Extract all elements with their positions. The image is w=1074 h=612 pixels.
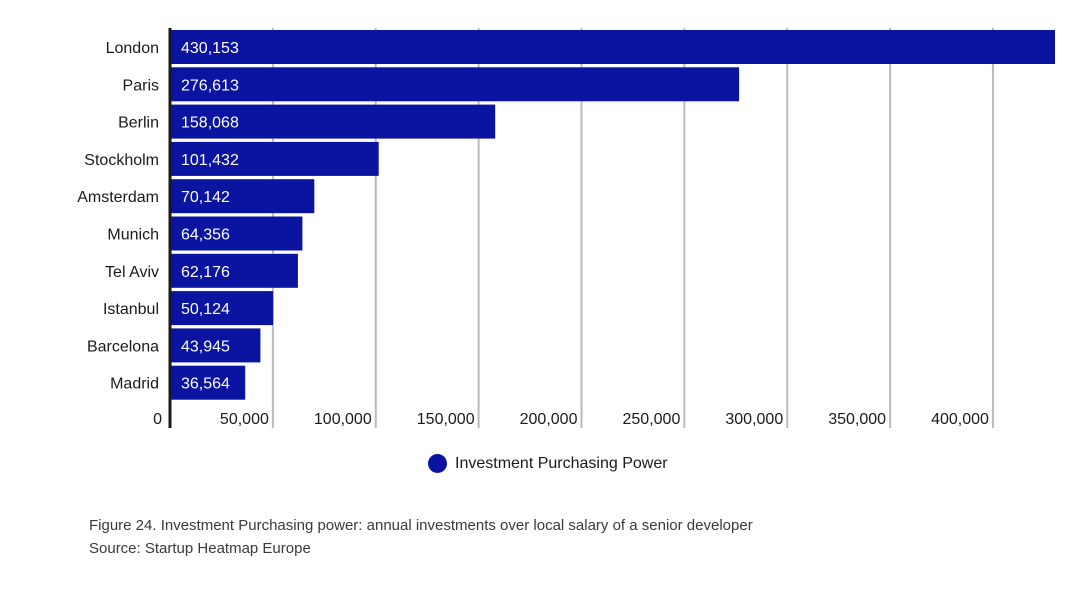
bar (170, 104, 496, 139)
bar (170, 365, 246, 400)
bar (170, 179, 315, 214)
x-tick-label: 200,000 (520, 411, 578, 428)
bar-value-label: 64,356 (181, 227, 230, 244)
bar (170, 291, 274, 326)
category-label: Amsterdam (77, 189, 159, 206)
bar (170, 67, 740, 102)
caption-source: Source: Startup Heatmap Europe (89, 540, 311, 557)
bar (170, 253, 298, 288)
bar-value-label: 62,176 (181, 264, 230, 281)
bar-value-label: 101,432 (181, 152, 239, 169)
category-label: Madrid (110, 376, 159, 393)
bar-value-label: 430,153 (181, 40, 239, 57)
bar-value-label: 43,945 (181, 338, 230, 355)
legend-label: Investment Purchasing Power (455, 454, 668, 472)
x-tick-label: 0 (153, 411, 162, 428)
legend: Investment Purchasing Power (428, 454, 668, 473)
category-label: Munich (107, 227, 159, 244)
x-tick-label: 400,000 (931, 411, 989, 428)
bar-value-label: 36,564 (181, 376, 230, 393)
category-label: Berlin (118, 115, 159, 132)
bar (170, 328, 261, 363)
x-tick-label: 300,000 (725, 411, 783, 428)
category-label: London (106, 40, 159, 57)
x-tick-label: 350,000 (828, 411, 886, 428)
x-tick-label: 100,000 (314, 411, 372, 428)
x-tick-label: 150,000 (417, 411, 475, 428)
category-label: Tel Aviv (105, 264, 159, 281)
bar-value-label: 276,613 (181, 77, 239, 94)
category-label: Stockholm (84, 152, 159, 169)
bar (170, 216, 303, 251)
x-tick-label: 250,000 (623, 411, 681, 428)
figure-caption: Figure 24. Investment Purchasing power: … (89, 514, 753, 560)
bar (170, 30, 1055, 64)
x-tick-label: 50,000 (220, 411, 269, 428)
bar (170, 141, 379, 176)
category-label: Istanbul (103, 301, 159, 318)
category-label: Barcelona (87, 338, 159, 355)
caption-title: Figure 24. Investment Purchasing power: … (89, 517, 753, 534)
bar-chart: 430,153 London 276,613 Paris 158,068 Berlin 10… (77, 28, 1055, 428)
bar-value-label: 50,124 (181, 301, 230, 318)
bar-value-label: 158,068 (181, 115, 239, 132)
legend-marker (428, 454, 447, 473)
category-label: Paris (123, 77, 159, 94)
bar-value-label: 70,142 (181, 189, 230, 206)
